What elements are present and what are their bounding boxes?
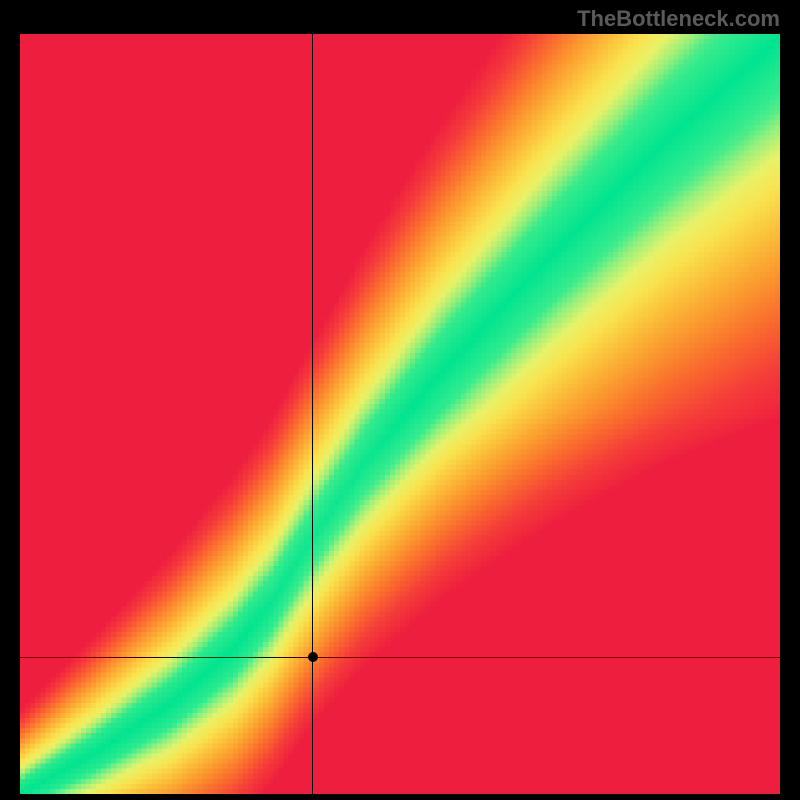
- watermark-text: TheBottleneck.com: [577, 6, 780, 32]
- crosshair-horizontal: [20, 657, 780, 658]
- crosshair-vertical: [312, 34, 313, 794]
- bottleneck-heatmap: [20, 34, 780, 794]
- chart-container: TheBottleneck.com: [0, 0, 800, 800]
- crosshair-marker: [308, 652, 318, 662]
